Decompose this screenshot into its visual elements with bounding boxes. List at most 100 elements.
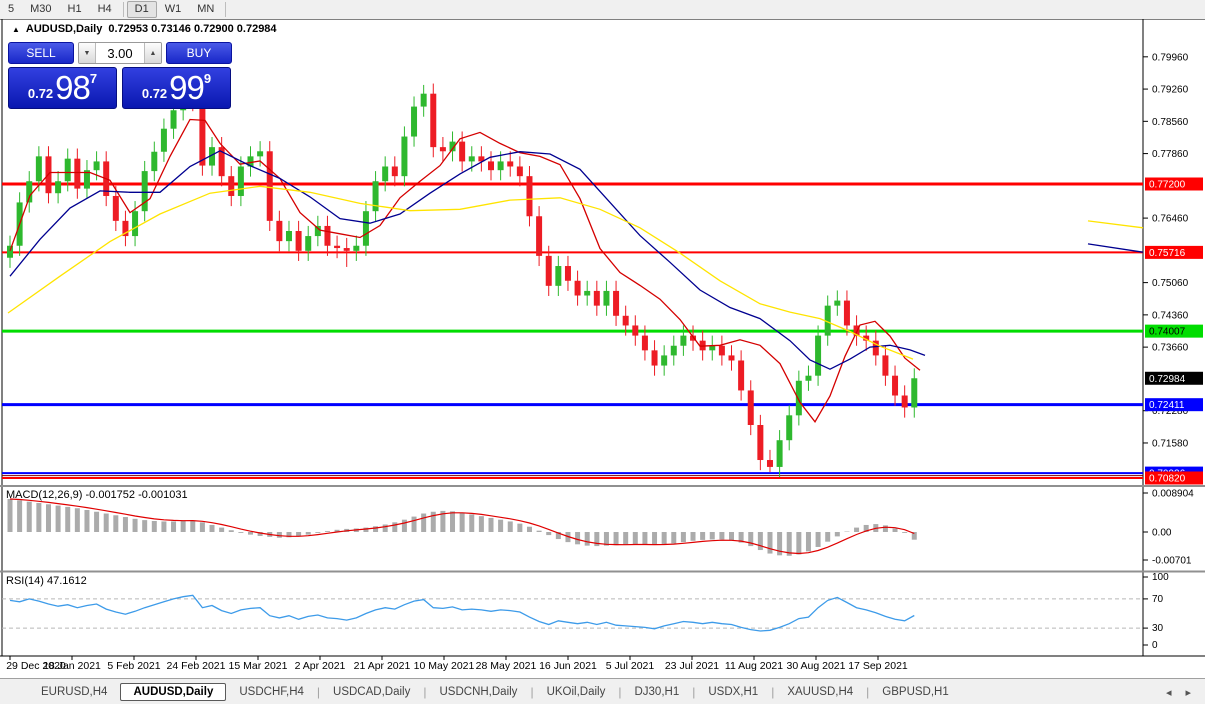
sell-button[interactable]: SELL <box>8 42 74 64</box>
horizontal-level-lines[interactable] <box>2 182 1143 479</box>
svg-text:0.008904: 0.008904 <box>1152 489 1194 500</box>
timeframe-button-M30[interactable]: M30 <box>30 3 52 15</box>
svg-text:17 Sep 2021: 17 Sep 2021 <box>848 660 908 672</box>
moving-average-lines <box>7 118 1144 423</box>
svg-text:10 May 2021: 10 May 2021 <box>414 660 475 672</box>
svg-text:11 Aug 2021: 11 Aug 2021 <box>725 660 783 672</box>
svg-text:21 Apr 2021: 21 Apr 2021 <box>354 660 411 672</box>
price-axis[interactable]: 0.79960 0.79260 0.78560 0.77860 0.76460 0.750… <box>1143 52 1203 485</box>
svg-text:0.75716: 0.75716 <box>1149 248 1186 259</box>
svg-text:0.78560: 0.78560 <box>1152 117 1189 128</box>
svg-text:0.79260: 0.79260 <box>1152 85 1189 96</box>
svg-text:0.74360: 0.74360 <box>1152 310 1189 321</box>
candlestick-series <box>7 83 918 478</box>
buy-price-big: 99 <box>169 69 205 106</box>
buy-price-prefix: 0.72 <box>141 85 168 101</box>
svg-text:0.74007: 0.74007 <box>1149 327 1186 338</box>
symbol-period-label: AUDUSD,Daily <box>25 23 103 35</box>
svg-text:0.75060: 0.75060 <box>1152 278 1189 289</box>
chart-tab-XAUUSD-H4[interactable]: XAUUSD,H4 <box>787 686 854 698</box>
chart-tab-bar: EURUSD,H4 AUDUSD,Daily USDCHF,H4 | USDCAD,Da… <box>0 678 1205 704</box>
buy-price-pipette: 9 <box>203 71 212 86</box>
svg-text:18 Jan 2021: 18 Jan 2021 <box>43 660 101 672</box>
svg-text:0.00: 0.00 <box>1152 528 1172 539</box>
timeframe-button-H1[interactable]: H1 <box>67 3 82 15</box>
sell-price-big: 98 <box>55 69 91 106</box>
svg-text:-0.00701: -0.00701 <box>1152 556 1192 567</box>
rsi-indicator-label: RSI(14) 47.1612 <box>6 575 87 587</box>
sell-price-button[interactable]: 0.72 98 7 <box>8 67 117 109</box>
chart-tab-AUDUSD-Daily[interactable]: AUDUSD,Daily <box>120 683 227 701</box>
chart-tab-USDCHF-H4[interactable]: USDCHF,H4 <box>239 686 304 698</box>
mid-ma-navy <box>9 150 926 370</box>
buy-price-button[interactable]: 0.72 99 9 <box>122 67 231 109</box>
chart-tab-USDCAD-Daily[interactable]: USDCAD,Daily <box>333 686 411 698</box>
buy-button[interactable]: BUY <box>166 42 232 64</box>
timeframe-toolbar: 5 M30 H1 H4 D1 W1 MN <box>0 0 1205 19</box>
timeframe-button-5[interactable]: 5 <box>8 3 15 15</box>
tab-separator: | <box>423 685 427 699</box>
svg-text:0.77860: 0.77860 <box>1152 149 1189 160</box>
slow-ma-yellow <box>7 185 914 360</box>
slow-ma-yellow-right-stub <box>1087 220 1144 229</box>
svg-text:15 Mar 2021: 15 Mar 2021 <box>229 660 288 672</box>
svg-text:0.72984: 0.72984 <box>1149 374 1186 385</box>
svg-text:5 Jul 2021: 5 Jul 2021 <box>606 660 655 672</box>
macd-indicator-label: MACD(12,26,9) -0.001752 -0.001031 <box>6 489 188 501</box>
tab-scroll-arrows: ◂ ▸ <box>1166 686 1191 699</box>
volume-decrease-icon[interactable]: ▼ <box>79 43 96 63</box>
chart-tab-USDX-H1[interactable]: USDX,H1 <box>708 686 759 698</box>
rsi-panel: 100 70 30 0 <box>2 572 1169 651</box>
tab-separator: | <box>618 685 622 699</box>
svg-text:100: 100 <box>1152 572 1169 583</box>
chart-tab-EURUSD-H4[interactable]: EURUSD,H4 <box>41 686 108 698</box>
tab-separator: | <box>530 685 534 699</box>
timeframe-button-W1[interactable]: W1 <box>164 3 182 15</box>
tab-separator: | <box>316 685 321 699</box>
svg-text:0.70820: 0.70820 <box>1149 473 1186 484</box>
svg-text:0.71580: 0.71580 <box>1152 438 1189 449</box>
ohlc-values: 0.72953 0.73146 0.72900 0.72984 <box>108 23 277 35</box>
svg-text:0.73660: 0.73660 <box>1152 343 1189 354</box>
svg-text:5 Feb 2021: 5 Feb 2021 <box>107 660 160 672</box>
volume-spinner: ▼ 3.00 ▲ <box>78 42 162 64</box>
tab-scroll-left-icon[interactable]: ◂ <box>1165 686 1172 699</box>
svg-text:0.77200: 0.77200 <box>1149 180 1186 191</box>
svg-text:0: 0 <box>1152 640 1158 651</box>
timeframe-button-MN[interactable]: MN <box>197 3 215 15</box>
svg-text:29 Dec 2020: 29 Dec 2020 <box>6 660 66 672</box>
toolbar-separator <box>225 2 227 17</box>
svg-text:28 May 2021: 28 May 2021 <box>476 660 537 672</box>
fast-ma-red <box>9 118 921 423</box>
tab-separator: | <box>866 685 870 699</box>
chart-title: ▲ AUDUSD,Daily 0.72953 0.73146 0.72900 0… <box>12 23 277 35</box>
svg-text:30: 30 <box>1152 623 1164 634</box>
svg-text:16 Jun 2021: 16 Jun 2021 <box>539 660 597 672</box>
svg-text:30 Aug 2021: 30 Aug 2021 <box>787 660 846 672</box>
chart-canvas[interactable]: 0.79960 0.79260 0.78560 0.77860 0.76460 0.750… <box>0 0 1205 678</box>
volume-input[interactable]: 3.00 <box>107 45 133 61</box>
svg-text:70: 70 <box>1152 594 1164 605</box>
timeframe-button-H4[interactable]: H4 <box>97 3 112 15</box>
tab-separator: | <box>692 685 696 699</box>
chart-tab-GBPUSD-H1[interactable]: GBPUSD,H1 <box>882 686 949 698</box>
chart-tabs: EURUSD,H4 AUDUSD,Daily USDCHF,H4 | USDCAD,Da… <box>28 683 962 701</box>
chart-frame <box>0 18 1205 657</box>
volume-increase-icon[interactable]: ▲ <box>144 43 161 63</box>
mid-ma-navy-right-stub <box>1087 243 1144 253</box>
svg-text:24 Feb 2021: 24 Feb 2021 <box>167 660 226 672</box>
tab-scroll-right-icon[interactable]: ▸ <box>1185 686 1191 699</box>
svg-text:0.76460: 0.76460 <box>1152 214 1189 225</box>
timeframe-button-D1[interactable]: D1 <box>126 1 157 18</box>
svg-text:0.79960: 0.79960 <box>1152 52 1189 63</box>
svg-text:0.72411: 0.72411 <box>1149 400 1185 411</box>
svg-text:2 Apr 2021: 2 Apr 2021 <box>295 660 346 672</box>
sell-price-prefix: 0.72 <box>27 85 54 101</box>
chart-tab-UKOil-Daily[interactable]: UKOil,Daily <box>546 686 606 698</box>
collapse-trade-panel-icon[interactable]: ▲ <box>12 24 20 34</box>
chart-tab-DJ30-H1[interactable]: DJ30,H1 <box>634 686 680 698</box>
chart-tab-USDCNH-Daily[interactable]: USDCNH,Daily <box>439 686 518 698</box>
one-click-trading-panel: SELL ▼ 3.00 ▲ BUY 0.72 98 7 0.72 99 9 <box>8 42 232 109</box>
